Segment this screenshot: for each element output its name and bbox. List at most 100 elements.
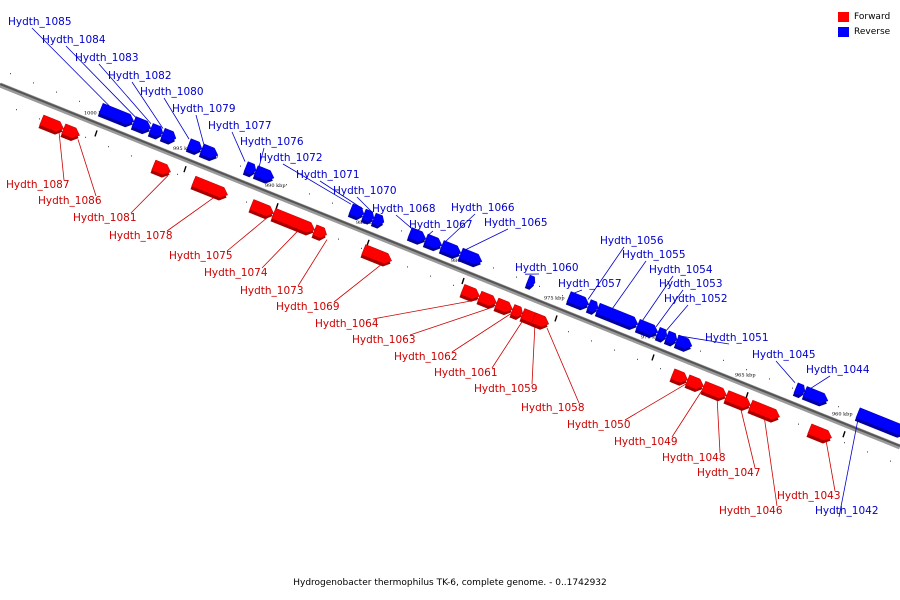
- gene-hydth-1065: [457, 247, 483, 268]
- minor-tick: [867, 451, 868, 453]
- gene-label[interactable]: Hydth_1063: [352, 334, 416, 346]
- minor-tick: [700, 350, 701, 352]
- gene-label[interactable]: Hydth_1065: [484, 217, 548, 229]
- scale-tick-label: 970 kbp: [641, 334, 662, 340]
- gene-hydth-1056: [585, 299, 599, 315]
- label-connector: [451, 313, 512, 353]
- gene-label[interactable]: Hydth_1081: [73, 212, 137, 224]
- gene-label[interactable]: Hydth_1077: [208, 120, 272, 132]
- gene-body: [271, 208, 315, 233]
- gene-hydth-1081: [150, 159, 171, 178]
- gene-body: [510, 304, 523, 318]
- gene-hydth-1072: [347, 203, 365, 221]
- gene-label[interactable]: Hydth_1062: [394, 351, 458, 363]
- label-connector: [611, 260, 647, 310]
- gene-label[interactable]: Hydth_1074: [204, 267, 268, 279]
- gene-hydth-1085: [97, 103, 135, 128]
- gene-label[interactable]: Hydth_1068: [372, 203, 436, 215]
- gene-hydth-1068: [406, 227, 427, 245]
- label-connector: [130, 175, 169, 214]
- gene-label[interactable]: Hydth_1084: [42, 34, 106, 46]
- legend-item-forward: Forward: [838, 9, 890, 24]
- gene-label[interactable]: Hydth_1060: [515, 262, 579, 274]
- label-connector: [491, 318, 525, 369]
- gene-label[interactable]: Hydth_1049: [614, 436, 678, 448]
- gene-label[interactable]: Hydth_1055: [622, 249, 686, 261]
- gene-label[interactable]: Hydth_1045: [752, 349, 816, 361]
- gene-hydth-1086: [60, 123, 80, 142]
- label-connector: [677, 335, 730, 345]
- gene-hydth-1084: [130, 116, 152, 135]
- gene-label[interactable]: Hydth_1043: [777, 490, 841, 502]
- label-connector: [356, 196, 374, 214]
- gene-label[interactable]: Hydth_1047: [697, 467, 761, 479]
- label-connector: [531, 323, 536, 385]
- gene-label[interactable]: Hydth_1087: [6, 179, 70, 191]
- gene-label[interactable]: Hydth_1072: [259, 152, 323, 164]
- minor-tick: [240, 165, 241, 167]
- gene-label[interactable]: Hydth_1056: [600, 235, 664, 247]
- gene-label[interactable]: Hydth_1050: [567, 419, 631, 431]
- gene-hydth-1074: [270, 208, 315, 236]
- label-connector: [261, 228, 301, 269]
- minor-tick: [591, 340, 592, 342]
- gene-hydth-1087: [38, 114, 64, 135]
- gene-body: [670, 368, 688, 384]
- minor-tick: [401, 230, 402, 232]
- minor-tick: [108, 146, 109, 148]
- gene-label[interactable]: Hydth_1042: [815, 505, 879, 517]
- gene-label[interactable]: Hydth_1061: [434, 367, 498, 379]
- gene-label[interactable]: Hydth_1059: [474, 383, 538, 395]
- gene-label[interactable]: Hydth_1086: [38, 195, 102, 207]
- gene-label[interactable]: Hydth_1078: [109, 230, 173, 242]
- gene-label[interactable]: Hydth_1044: [806, 364, 870, 376]
- minor-tick: [332, 202, 333, 204]
- gene-body: [151, 159, 171, 176]
- gene-label[interactable]: Hydth_1066: [451, 202, 515, 214]
- gene-label[interactable]: Hydth_1054: [649, 264, 713, 276]
- gene-hydth-1078: [190, 175, 228, 201]
- gene-body: [724, 390, 751, 409]
- gene-label[interactable]: Hydth_1067: [409, 219, 473, 231]
- gene-body: [191, 175, 228, 198]
- gene-label[interactable]: Hydth_1069: [276, 301, 340, 313]
- gene-label[interactable]: Hydth_1085: [8, 16, 72, 28]
- gene-hydth-1080: [185, 138, 203, 156]
- gene-label[interactable]: Hydth_1058: [521, 402, 585, 414]
- gene-body: [664, 330, 678, 344]
- gene-label[interactable]: Hydth_1046: [719, 505, 783, 517]
- gene-label[interactable]: Hydth_1071: [296, 169, 360, 181]
- gene-label[interactable]: Hydth_1073: [240, 285, 304, 297]
- gene-body: [655, 327, 668, 341]
- gene-label[interactable]: Hydth_1053: [659, 278, 723, 290]
- gene-label[interactable]: Hydth_1052: [664, 293, 728, 305]
- label-connector: [716, 396, 721, 454]
- gene-hydth-1075: [248, 199, 274, 220]
- gene-hydth-1053: [654, 327, 668, 343]
- gene-label[interactable]: Hydth_1076: [240, 136, 304, 148]
- minor-tick: [39, 118, 40, 120]
- label-connector: [825, 440, 836, 492]
- minor-tick: [890, 460, 891, 462]
- gene-label[interactable]: Hydth_1082: [108, 70, 172, 82]
- gene-label[interactable]: Hydth_1051: [705, 332, 769, 344]
- gene-label[interactable]: Hydth_1048: [662, 452, 726, 464]
- gene-label[interactable]: Hydth_1057: [558, 278, 622, 290]
- gene-features: [38, 103, 900, 444]
- gene-label[interactable]: Hydth_1075: [169, 250, 233, 262]
- minor-tick: [746, 369, 747, 371]
- gene-label[interactable]: Hydth_1083: [75, 52, 139, 64]
- gene-label[interactable]: Hydth_1070: [333, 185, 397, 197]
- gene-body: [186, 138, 203, 153]
- label-connector: [409, 306, 495, 336]
- gene-hydth-1066: [438, 240, 462, 259]
- gene-label[interactable]: Hydth_1079: [172, 103, 236, 115]
- gene-hydth-1044: [801, 386, 829, 407]
- minor-tick: [430, 275, 431, 277]
- gene-label[interactable]: Hydth_1064: [315, 318, 379, 330]
- label-connector: [624, 383, 687, 421]
- gene-body: [439, 240, 462, 257]
- gene-label[interactable]: Hydth_1080: [140, 86, 204, 98]
- scale-tick-label: 1000 kbp: [84, 110, 108, 116]
- gene-hydth-1062: [493, 297, 513, 316]
